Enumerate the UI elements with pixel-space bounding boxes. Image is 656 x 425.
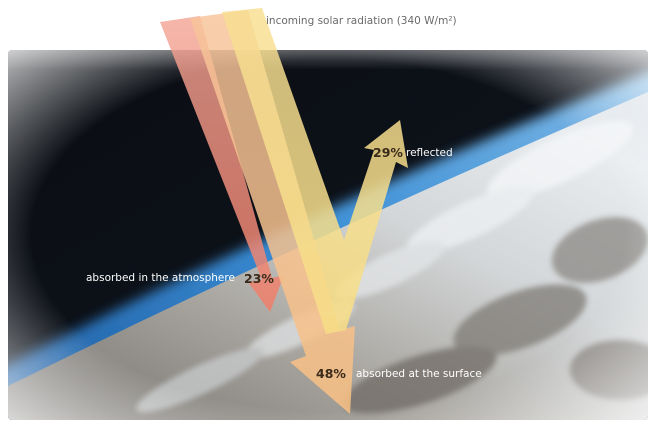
arrow-incoming-reflected — [222, 8, 408, 334]
atmosphere-label: absorbed in the atmosphere — [86, 272, 235, 284]
surface-percent: 48% — [316, 366, 346, 381]
top-fade — [0, 0, 656, 70]
reflected-percent: 29% — [373, 145, 403, 160]
reflected-label: reflected — [406, 147, 453, 159]
arrow-surface-absorbed — [190, 10, 355, 414]
arrow-atmosphere-absorbed — [160, 16, 284, 312]
diagram-title: incoming solar radiation (340 W/m²) — [266, 15, 457, 27]
atmosphere-percent: 23% — [244, 271, 274, 286]
surface-label: absorbed at the surface — [356, 368, 482, 380]
